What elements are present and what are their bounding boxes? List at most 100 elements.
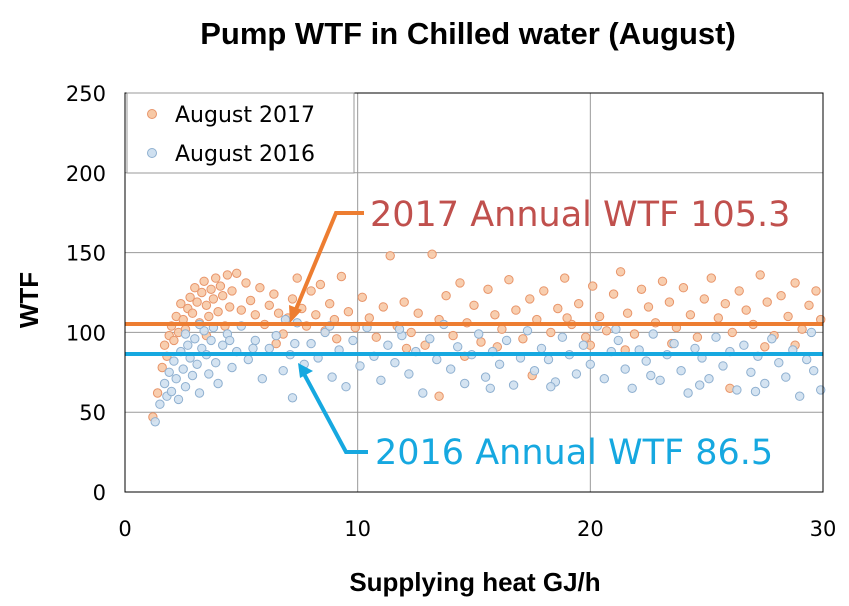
data-point-2016 <box>355 361 365 371</box>
data-point-2017 <box>152 388 163 398</box>
annotation-2016-arrow <box>301 371 368 454</box>
data-point-2016 <box>169 356 179 366</box>
plot-area-border <box>124 92 824 493</box>
y-tick-label: 250 <box>66 82 106 106</box>
data-point-2017 <box>336 271 347 282</box>
data-point-2016 <box>557 332 568 342</box>
data-point-2016 <box>341 382 351 392</box>
data-point-2016 <box>460 378 470 389</box>
data-point-2016 <box>218 340 228 350</box>
data-point-2016 <box>418 388 428 398</box>
data-point-2016 <box>774 358 784 368</box>
data-point-2016 <box>732 385 742 395</box>
data-point-2017 <box>427 249 437 259</box>
data-point-2016 <box>536 343 547 354</box>
data-point-2017 <box>762 297 772 307</box>
data-point-2017 <box>476 337 486 347</box>
data-point-2017 <box>227 286 237 296</box>
data-point-2016 <box>178 364 188 374</box>
data-point-2016 <box>599 374 609 384</box>
grid-lines <box>125 93 823 492</box>
data-point-2017 <box>727 327 737 338</box>
data-point-2016 <box>795 391 805 401</box>
data-point-2016 <box>806 327 817 338</box>
data-point-2017 <box>201 300 212 310</box>
data-point-2016 <box>669 338 679 349</box>
data-point-2017 <box>657 276 668 286</box>
data-point-2016 <box>306 338 316 349</box>
data-point-2017 <box>594 311 605 322</box>
data-point-2016 <box>213 378 223 389</box>
data-point-2017 <box>157 362 167 373</box>
data-point-2017 <box>185 292 195 302</box>
data-point-2017 <box>636 284 647 294</box>
data-point-2017 <box>811 286 821 296</box>
data-point-2017 <box>664 297 675 307</box>
data-point-2016 <box>432 354 442 365</box>
data-point-2016 <box>474 329 484 339</box>
data-point-2017 <box>273 308 284 318</box>
data-point-2017 <box>713 313 723 323</box>
data-point-2017 <box>608 289 619 299</box>
data-point-2017 <box>311 310 321 320</box>
data-point-2017 <box>364 313 374 323</box>
data-point-2017 <box>720 299 730 309</box>
data-point-2016 <box>425 334 435 344</box>
data-point-2016 <box>287 393 298 403</box>
data-point-2017 <box>306 286 316 296</box>
data-point-2017 <box>197 287 207 298</box>
data-point-2016 <box>543 354 554 365</box>
data-point-2017 <box>448 330 458 341</box>
data-point-2016 <box>446 364 456 374</box>
data-point-2016 <box>164 367 174 377</box>
data-point-2017 <box>420 340 430 350</box>
data-point-2017 <box>483 284 493 294</box>
data-point-2017 <box>601 326 612 336</box>
data-point-2016 <box>190 334 200 344</box>
data-point-2017 <box>204 311 214 322</box>
data-point-2017 <box>455 278 465 288</box>
data-point-2016 <box>211 358 221 368</box>
data-point-2016 <box>750 386 761 397</box>
annotation-2017: 2017 Annual WTF 105.3 <box>289 195 790 323</box>
data-point-2017 <box>399 297 409 307</box>
data-point-2017 <box>343 307 354 317</box>
data-point-2016 <box>480 372 491 382</box>
data-point-2016 <box>155 399 165 409</box>
data-point-2016 <box>767 334 777 344</box>
legend-label-2016: August 2016 <box>175 142 315 167</box>
data-point-2016 <box>718 361 728 371</box>
legend: August 2017 August 2016 <box>126 92 355 174</box>
data-point-2017 <box>264 300 274 310</box>
data-point-2016 <box>194 388 205 398</box>
legend-marker-2016 <box>147 148 157 158</box>
data-point-2016 <box>453 342 463 352</box>
data-point-2017 <box>560 273 570 283</box>
data-point-2017 <box>378 302 388 312</box>
chart-title: Pump WTF in Chilled water (August) <box>200 16 736 51</box>
data-point-2017 <box>225 302 235 312</box>
data-point-2017 <box>685 310 696 320</box>
data-point-2017 <box>790 278 800 288</box>
data-point-2016 <box>578 340 589 350</box>
data-point-2016 <box>809 366 819 376</box>
data-point-2017 <box>332 334 342 344</box>
data-point-2016 <box>390 358 400 368</box>
data-point-2017 <box>776 291 786 301</box>
data-point-2016 <box>173 394 184 405</box>
data-point-2017 <box>199 276 209 286</box>
data-point-2017 <box>588 281 598 291</box>
data-point-2016 <box>290 338 300 349</box>
data-point-2017 <box>741 305 751 315</box>
data-point-2016 <box>180 329 191 339</box>
legend-marker-2017 <box>147 109 157 119</box>
data-point-2017 <box>385 251 395 261</box>
data-point-2017 <box>413 308 423 318</box>
data-point-2016 <box>192 359 202 369</box>
data-point-2016 <box>264 343 274 354</box>
data-point-2017 <box>643 302 654 312</box>
data-point-2017 <box>255 283 265 293</box>
legend-box <box>126 92 355 174</box>
data-point-2016 <box>225 335 235 346</box>
data-point-2017 <box>734 286 744 296</box>
